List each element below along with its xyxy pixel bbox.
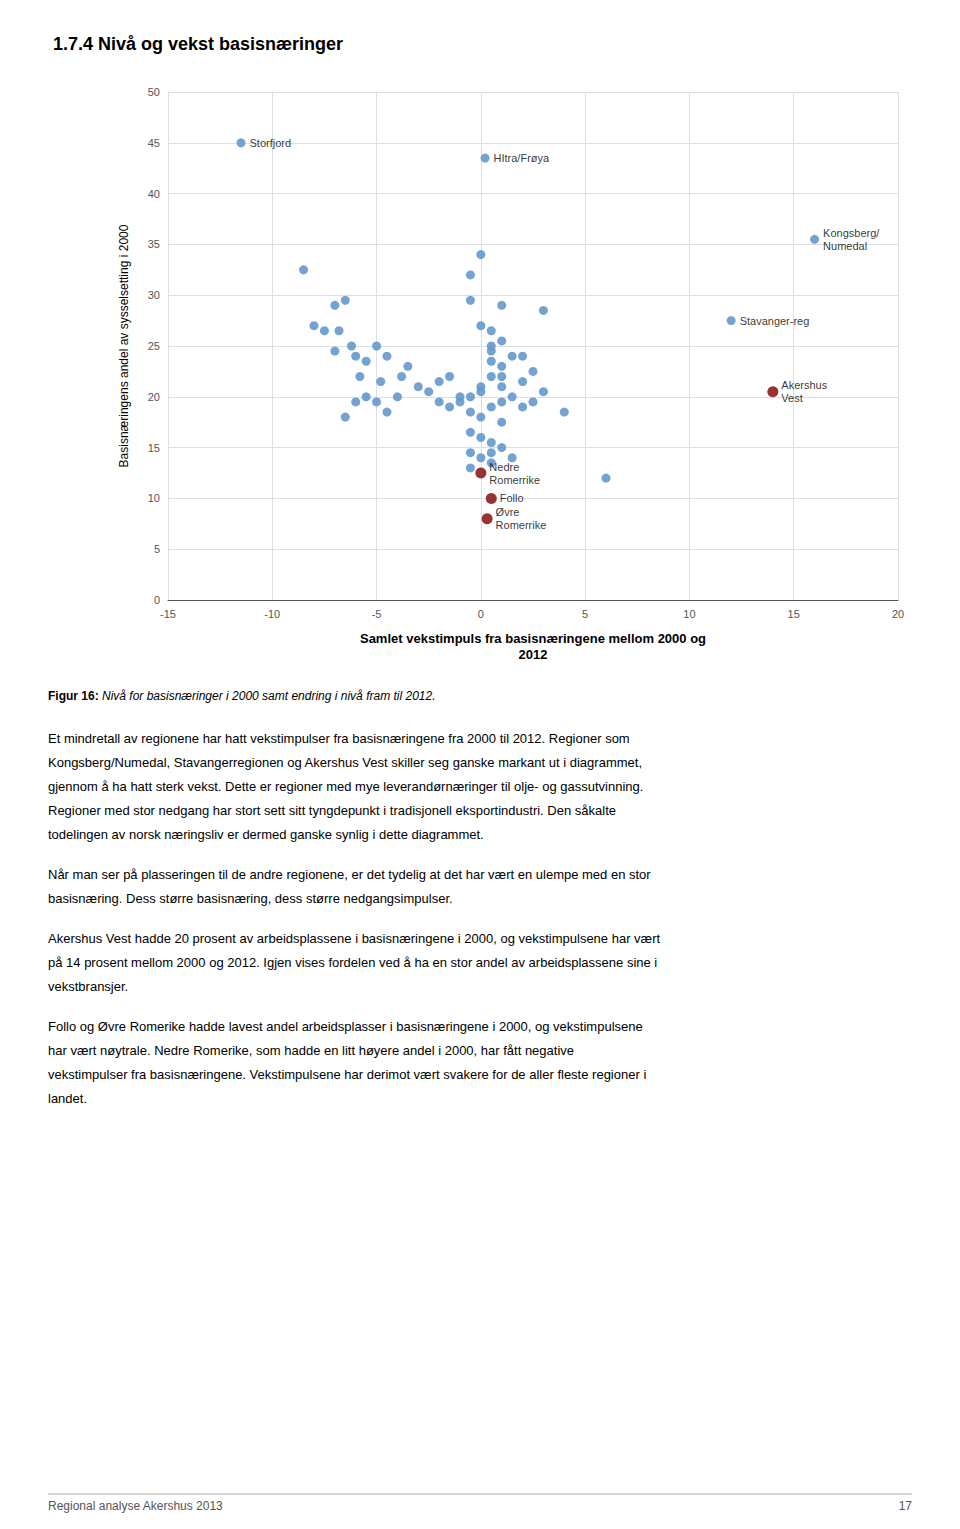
- svg-text:Nedre: Nedre: [489, 461, 519, 473]
- svg-text:0: 0: [478, 608, 484, 620]
- svg-text:25: 25: [148, 340, 160, 352]
- svg-text:Øvre: Øvre: [496, 506, 520, 518]
- svg-text:-15: -15: [160, 608, 176, 620]
- svg-text:20: 20: [892, 608, 904, 620]
- svg-text:0: 0: [154, 594, 160, 606]
- svg-text:Basisnæringens andel av syssel: Basisnæringens andel av sysselsetting i …: [117, 224, 131, 467]
- svg-text:vekstimpulser fra basisnæringe: vekstimpulser fra basisnæringene. Veksti…: [48, 1067, 646, 1082]
- svg-text:15: 15: [788, 608, 800, 620]
- svg-text:gjennom å ha hatt sterk vekst.: gjennom å ha hatt sterk vekst. Dette er …: [48, 779, 643, 794]
- svg-text:på 14 prosent mellom 2000 og 2: på 14 prosent mellom 2000 og 2012. Igjen…: [48, 955, 657, 970]
- svg-text:Akershus: Akershus: [781, 379, 827, 391]
- svg-text:Regional analyse Akershus 2013: Regional analyse Akershus 2013: [48, 1499, 223, 1513]
- svg-text:Vest: Vest: [781, 392, 802, 404]
- svg-text:15: 15: [148, 442, 160, 454]
- svg-text:5: 5: [154, 543, 160, 555]
- svg-text:40: 40: [148, 188, 160, 200]
- svg-text:20: 20: [148, 391, 160, 403]
- svg-text:HItra/Frøya: HItra/Frøya: [494, 152, 550, 164]
- svg-text:Kongsberg/Numedal, Stavangerre: Kongsberg/Numedal, Stavangerregionen og …: [48, 755, 642, 770]
- svg-text:Follo og Øvre Romerike hadde l: Follo og Øvre Romerike hadde lavest ande…: [48, 1019, 643, 1034]
- svg-text:Nivå for basisnæringer i 2000: Nivå for basisnæringer i 2000 samt endri…: [102, 689, 436, 703]
- svg-text:Et mindretall av regionene har: Et mindretall av regionene har hatt veks…: [48, 731, 630, 746]
- svg-text:5: 5: [582, 608, 588, 620]
- svg-text:Romerrike: Romerrike: [496, 519, 547, 531]
- svg-text:45: 45: [148, 137, 160, 149]
- svg-text:30: 30: [148, 289, 160, 301]
- svg-text:Samlet vekstimpuls fra basisnæ: Samlet vekstimpuls fra basisnæringene me…: [360, 631, 706, 646]
- svg-text:1.7.4 Nivå og vekst basisnærin: 1.7.4 Nivå og vekst basisnæringer: [53, 34, 343, 54]
- svg-text:10: 10: [148, 492, 160, 504]
- svg-text:basisnæring. Dess større basis: basisnæring. Dess større basisnæring, de…: [48, 891, 453, 906]
- svg-text:50: 50: [148, 86, 160, 98]
- svg-text:vekstbransjer.: vekstbransjer.: [48, 979, 128, 994]
- svg-text:todelingen av norsk næringsliv: todelingen av norsk næringsliv er dermed…: [48, 827, 484, 842]
- svg-text:har vært nøytrale. Nedre Romer: har vært nøytrale. Nedre Romerike, som h…: [48, 1043, 574, 1058]
- svg-text:10: 10: [683, 608, 695, 620]
- svg-text:-5: -5: [372, 608, 382, 620]
- svg-text:Stavanger-reg: Stavanger-reg: [740, 315, 810, 327]
- svg-text:Storfjord: Storfjord: [250, 137, 292, 149]
- svg-text:35: 35: [148, 238, 160, 250]
- svg-text:Numedal: Numedal: [823, 240, 867, 252]
- svg-text:17: 17: [899, 1499, 913, 1513]
- svg-text:Når man ser på plasseringen ti: Når man ser på plasseringen til de andre…: [48, 867, 651, 882]
- svg-text:Akershus Vest hadde 20 prosent: Akershus Vest hadde 20 prosent av arbeid…: [48, 931, 660, 946]
- svg-text:-10: -10: [264, 608, 280, 620]
- svg-text:Regioner med stor nedgang har: Regioner med stor nedgang har stort sett…: [48, 803, 616, 818]
- svg-text:2012: 2012: [519, 647, 548, 662]
- svg-text:Romerrike: Romerrike: [489, 474, 540, 486]
- svg-text:Follo: Follo: [500, 492, 524, 504]
- svg-text:Figur 16:: Figur 16:: [48, 689, 99, 703]
- svg-text:landet.: landet.: [48, 1091, 87, 1106]
- svg-text:Kongsberg/: Kongsberg/: [823, 227, 880, 239]
